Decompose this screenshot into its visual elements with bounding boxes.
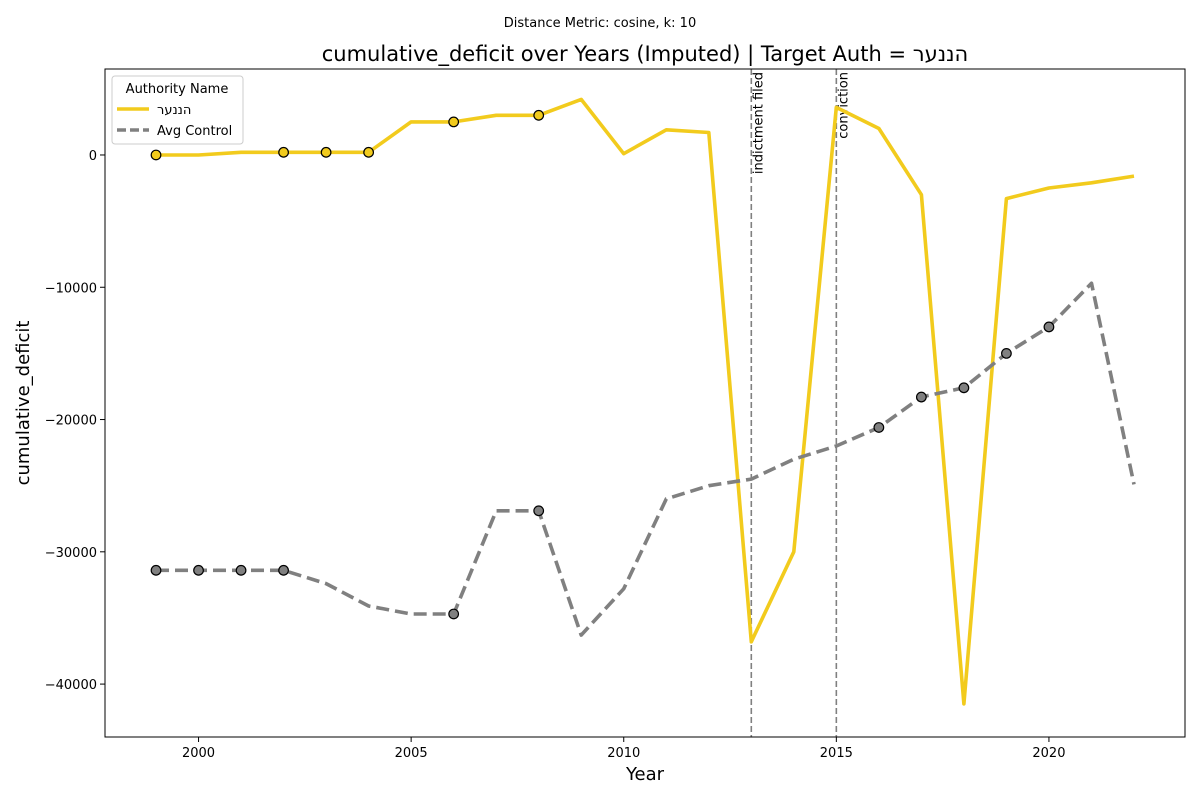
series-point-1 — [448, 608, 460, 620]
event-label: conviction — [836, 72, 851, 139]
plot-frame — [104, 68, 1186, 738]
legend-label-control: Avg Control — [157, 124, 232, 139]
y-axis: 0 −10000 −20000 −30000 −40000 — [45, 149, 105, 693]
event-lines: indictment filed conviction — [750, 69, 851, 737]
series-point-1 — [1001, 347, 1012, 359]
series-point-1 — [873, 422, 885, 433]
series-point-1 — [235, 564, 247, 576]
x-tick-label: 2020 — [1032, 746, 1065, 761]
y-tick-label: −20000 — [45, 414, 97, 429]
series-point-1 — [533, 505, 545, 517]
series-line-0 — [156, 97, 1135, 706]
chart-suptitle: Distance Metric: cosine, k: 10 — [504, 16, 696, 31]
chart-title: cumulative_deficit over Years (Imputed) … — [322, 42, 969, 67]
series-line-1 — [156, 281, 1136, 637]
x-axis: 2000 2005 2010 2015 2020 — [182, 737, 1065, 761]
y-tick-label: −40000 — [45, 678, 97, 693]
series-point-1 — [150, 564, 162, 576]
series-point-0 — [320, 146, 332, 158]
x-tick-label: 2010 — [607, 746, 640, 761]
series-point-1 — [278, 564, 289, 576]
x-tick-label: 2005 — [395, 746, 428, 761]
series-point-1 — [1043, 321, 1055, 333]
event-label: indictment filed — [751, 72, 766, 174]
x-tick-label: 2015 — [820, 746, 853, 761]
x-axis-label: Year — [625, 764, 665, 785]
series-point-1 — [915, 391, 927, 403]
y-axis-label: cumulative_deficit — [13, 321, 34, 486]
y-tick-label: −10000 — [45, 281, 97, 296]
y-tick-label: −30000 — [45, 546, 97, 561]
series-point-0 — [448, 116, 460, 128]
series-point-1 — [958, 382, 970, 394]
series-point-0 — [363, 146, 375, 158]
legend-box — [111, 75, 244, 145]
legend-title: Authority Name — [126, 82, 229, 97]
series-point-0 — [533, 109, 545, 121]
legend: Authority Name הננער Avg Control — [111, 75, 244, 145]
series-point-0 — [278, 146, 289, 158]
y-tick-label: 0 — [89, 149, 97, 164]
series-lines — [150, 97, 1136, 706]
series-point-0 — [150, 149, 162, 161]
x-tick-label: 2000 — [182, 746, 215, 761]
legend-label-target: הננער — [157, 103, 191, 118]
series-point-1 — [193, 564, 204, 576]
